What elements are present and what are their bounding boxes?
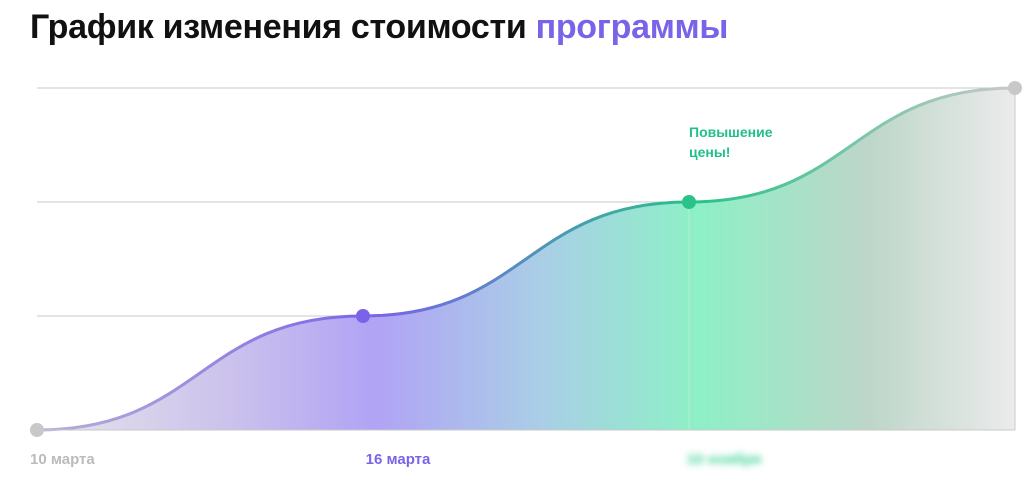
data-point-2: [356, 309, 370, 323]
x-tick-label-2: 16 марта: [366, 451, 431, 468]
x-tick-label-1: 10 марта: [30, 451, 95, 468]
data-point-4: [1008, 81, 1022, 95]
page-title: График изменения стоимости программы: [30, 8, 728, 47]
chart-line: [35, 86, 1017, 432]
data-point-3: [682, 195, 696, 209]
annotation-line-1: Повышение: [689, 124, 773, 140]
data-point-1: [30, 423, 44, 437]
annotation-line-2: цены!: [689, 144, 730, 160]
title-accent: программы: [535, 8, 729, 46]
title-main: График изменения стоимости: [30, 8, 527, 46]
x-tick-label-3: 10 ноября: [687, 451, 762, 468]
